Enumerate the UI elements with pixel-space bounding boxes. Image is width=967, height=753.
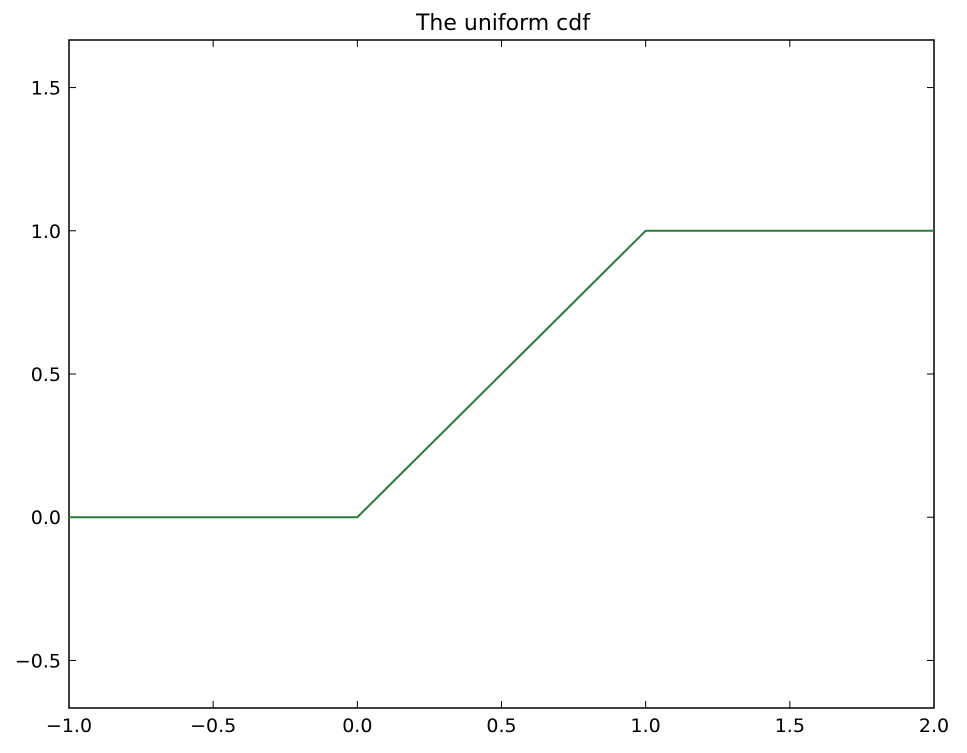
chart-title: The uniform cdf <box>415 11 591 36</box>
ticks-layer: −1.0 −0.5 0.0 0.5 1.0 1.5 2.0 −0.5 0.0 0.5 1.0 1.5 <box>15 40 949 737</box>
y-tick-label: 0.0 <box>31 507 61 529</box>
series-layer <box>69 229 934 519</box>
x-tick-label: 1.0 <box>631 715 661 737</box>
x-tick-label: −1.0 <box>46 715 92 737</box>
y-tick-label: −0.5 <box>15 650 61 672</box>
x-tick-label: 2.0 <box>919 715 949 737</box>
y-tick-label: 1.5 <box>31 78 61 100</box>
x-tick-label: 0.5 <box>486 715 516 737</box>
x-tick-label: 1.5 <box>775 715 805 737</box>
x-tick-label: −0.5 <box>190 715 236 737</box>
x-tick-label: 0.0 <box>342 715 372 737</box>
cdf-series-line <box>69 229 934 519</box>
y-tick-label: 0.5 <box>31 364 61 386</box>
y-tick-label: 1.0 <box>31 221 61 243</box>
